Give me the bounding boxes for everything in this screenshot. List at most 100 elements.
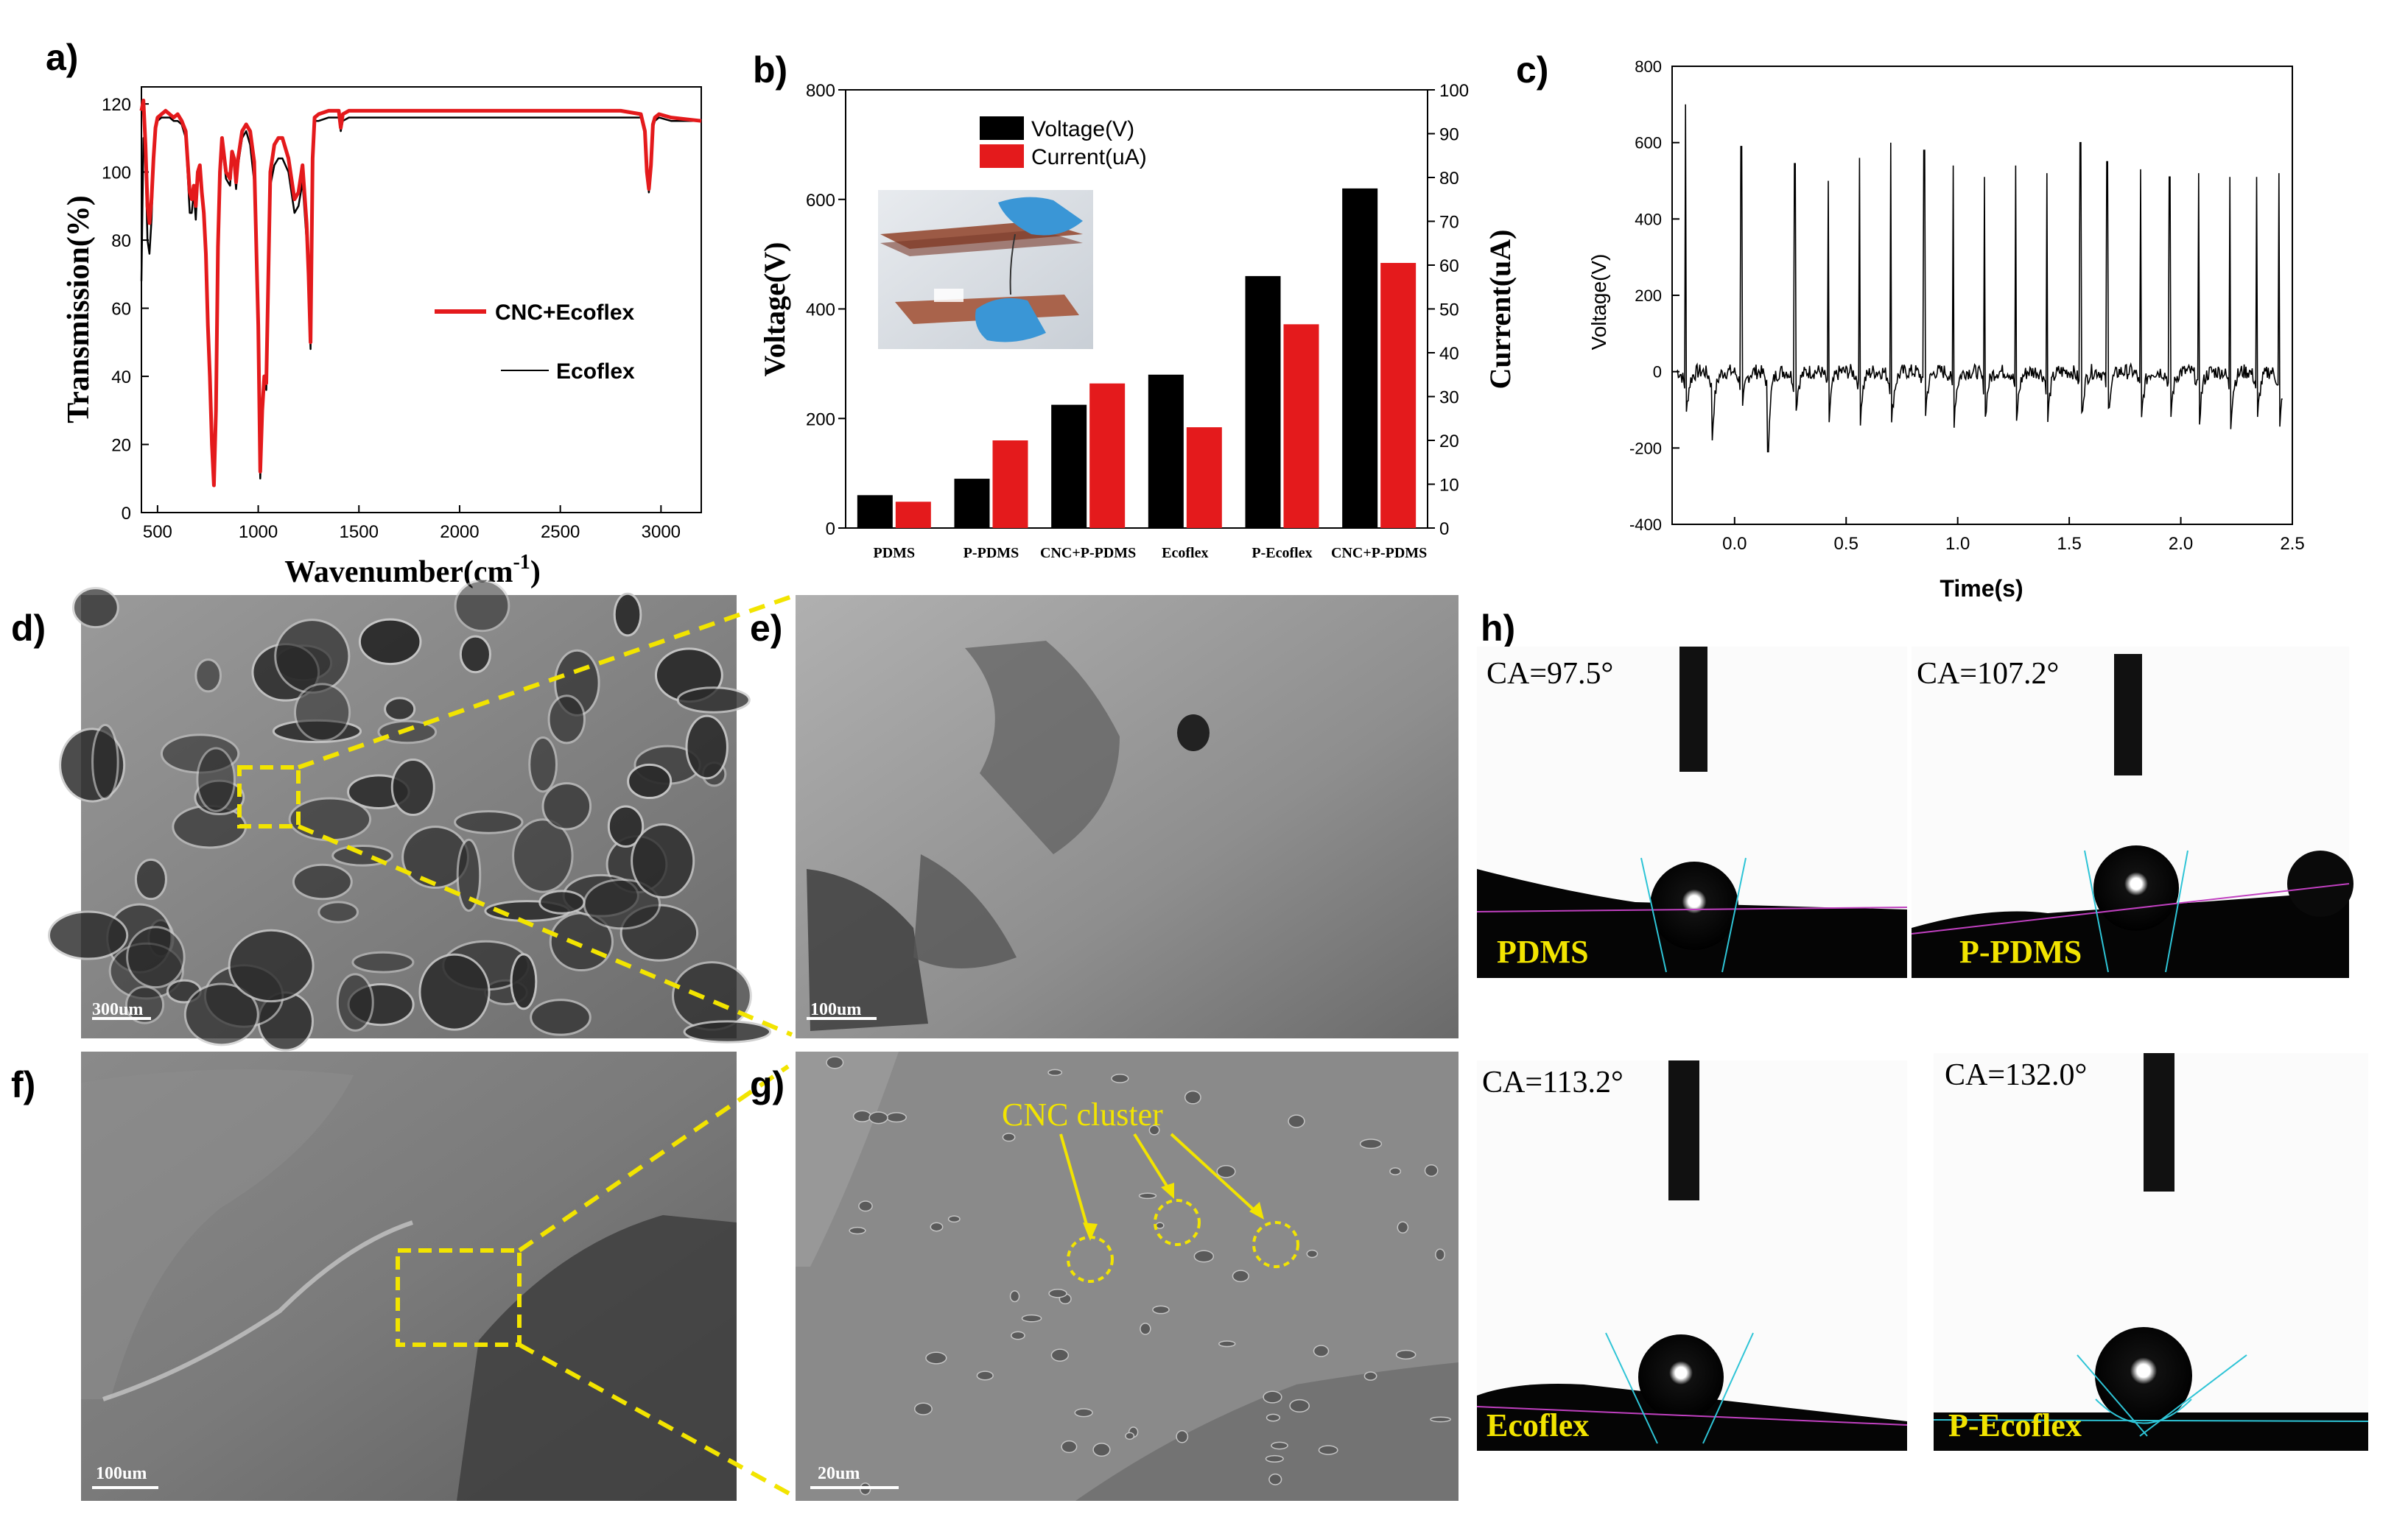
- sem-pore: [384, 697, 416, 722]
- sem-edge-f: [102, 1220, 413, 1401]
- sem-dimple: [1218, 1340, 1236, 1348]
- sem-dimple: [1061, 1440, 1078, 1454]
- ca-value-ecoflex: CA=113.2°: [1482, 1066, 1624, 1099]
- panel-letter-g: g): [750, 1064, 784, 1105]
- y-tick-label-a: 20: [111, 436, 131, 456]
- y-axis-label-b: Voltage(V): [758, 242, 791, 377]
- series-line-cnc-ecoflex: [139, 99, 702, 488]
- zoom-line-f-top: [518, 1064, 790, 1253]
- bars-group-b: [857, 188, 1417, 528]
- panel-e-sem: e) 100um: [750, 595, 1459, 1038]
- sem-pore: [196, 747, 236, 812]
- panel-g-sem: g) CNC cluster 20um: [750, 1052, 1459, 1501]
- sem-shadow-f: [457, 1215, 737, 1501]
- y-tick-label-a: 60: [111, 300, 131, 320]
- x-tick-label-c: 2.5: [2280, 534, 2304, 554]
- sem-pore: [390, 759, 435, 817]
- ca-image-ecoflex: CA=113.2° Ecoflex: [1476, 1060, 1908, 1451]
- y-tick-label-b: 800: [806, 81, 835, 101]
- sem-pore: [547, 694, 586, 745]
- sem-pore: [124, 985, 165, 1024]
- y-tick-label-c: 400: [1635, 210, 1662, 228]
- sem-pore: [459, 635, 491, 674]
- x-tick-label-c: 1.0: [1945, 534, 1970, 554]
- legend-label-ecoflex: Ecoflex: [556, 359, 635, 384]
- cnc-circle-2: [1154, 1199, 1201, 1246]
- sem-pore: [454, 579, 510, 633]
- sem-crater-e3: [913, 854, 1017, 968]
- bar-voltage: [954, 479, 990, 528]
- category-label-b: CNC+P-PDMS: [1331, 545, 1427, 561]
- sem-dimple: [1050, 1348, 1070, 1362]
- sem-dimple: [947, 1215, 961, 1223]
- y-axis-c: -400 -200 0 200 400 600 800: [1629, 57, 1679, 534]
- sem-pore: [418, 953, 491, 1031]
- sem-pore: [126, 926, 186, 989]
- sem-dimple: [925, 1351, 947, 1365]
- cnc-arrowhead-3: [1249, 1202, 1264, 1220]
- legend-swatch-current: [980, 144, 1024, 168]
- zoom-box-d: [237, 765, 301, 828]
- sem-pore: [351, 951, 415, 974]
- ca-image-p-pdms: CA=107.2° P-PDMS: [1911, 647, 2353, 978]
- y-tick-label-c: 0: [1653, 363, 1662, 381]
- sem-dimple: [1288, 1114, 1305, 1128]
- sem-pore: [510, 953, 538, 1010]
- sem-pore: [317, 901, 359, 923]
- cnc-arrowhead-1: [1083, 1222, 1098, 1241]
- sem-pore: [607, 805, 645, 848]
- cnc-arrow-2: [1133, 1133, 1173, 1194]
- sem-highlight-g: [796, 1052, 899, 1267]
- zoom-box-f: [396, 1248, 522, 1347]
- inset-photo-b: [878, 190, 1093, 349]
- panel-f-sem: f) 100um: [11, 1052, 793, 1501]
- x-axis-a: 500 1000 1500 2000 2500 3000: [143, 505, 681, 542]
- sem-pore: [530, 999, 592, 1036]
- cnc-cluster-label: CNC cluster: [1002, 1097, 1163, 1133]
- cnc-arrow-3: [1170, 1133, 1261, 1217]
- sem-pore: [288, 797, 372, 842]
- bar-current: [1186, 427, 1222, 528]
- y-tick-label-b: 600: [806, 191, 835, 211]
- sem-dimple: [1363, 1371, 1377, 1381]
- sem-dimples-g: [826, 1056, 1451, 1496]
- x-tick-label-a: 1000: [239, 522, 278, 542]
- bar-voltage: [1245, 275, 1281, 528]
- sem-dimple: [1155, 1222, 1165, 1229]
- sem-dimple: [868, 1111, 888, 1125]
- scale-text-g: 20um: [818, 1464, 860, 1483]
- panel-letter-f: f): [11, 1064, 35, 1105]
- sem-dimple: [826, 1056, 844, 1069]
- y2-tick-label-b: 90: [1439, 125, 1459, 145]
- sem-dimple: [1002, 1133, 1016, 1142]
- sem-dimple: [1193, 1250, 1215, 1263]
- cnc-arrowhead-2: [1161, 1183, 1174, 1199]
- ca-label-pdms: PDMS: [1497, 934, 1589, 970]
- sem-pore: [512, 818, 574, 893]
- x-axis-label-a-sup: -1: [513, 551, 530, 574]
- y2-tick-label-b: 20: [1439, 432, 1459, 451]
- sem-dimple: [1140, 1323, 1151, 1335]
- panel-letter-d: d): [11, 608, 46, 649]
- zoom-line-d-bottom: [297, 824, 793, 1037]
- x-axis-label-a: Wavenumber(cm-1): [284, 551, 541, 589]
- sem-pore: [274, 619, 351, 694]
- sem-dimple: [1152, 1305, 1170, 1315]
- sem-pore: [358, 618, 422, 666]
- y2-tick-label-b: 60: [1439, 256, 1459, 276]
- sem-pore: [91, 723, 119, 801]
- sem-pore: [183, 982, 259, 1046]
- y-tick-label-a: 0: [122, 504, 131, 524]
- y-tick-label-a: 120: [102, 95, 131, 115]
- sem-dimple: [1138, 1192, 1157, 1200]
- sem-hole-e: [1177, 714, 1210, 751]
- sem-pore: [631, 823, 695, 899]
- sem-dimple: [1266, 1413, 1281, 1422]
- sem-pore: [528, 736, 558, 793]
- ca-value-p-pdms: CA=107.2°: [1917, 657, 2059, 691]
- sem-pores-d: [47, 579, 772, 1052]
- sem-pore: [134, 858, 167, 901]
- y2-tick-label-b: 10: [1439, 476, 1459, 496]
- sem-dimple: [1125, 1432, 1135, 1440]
